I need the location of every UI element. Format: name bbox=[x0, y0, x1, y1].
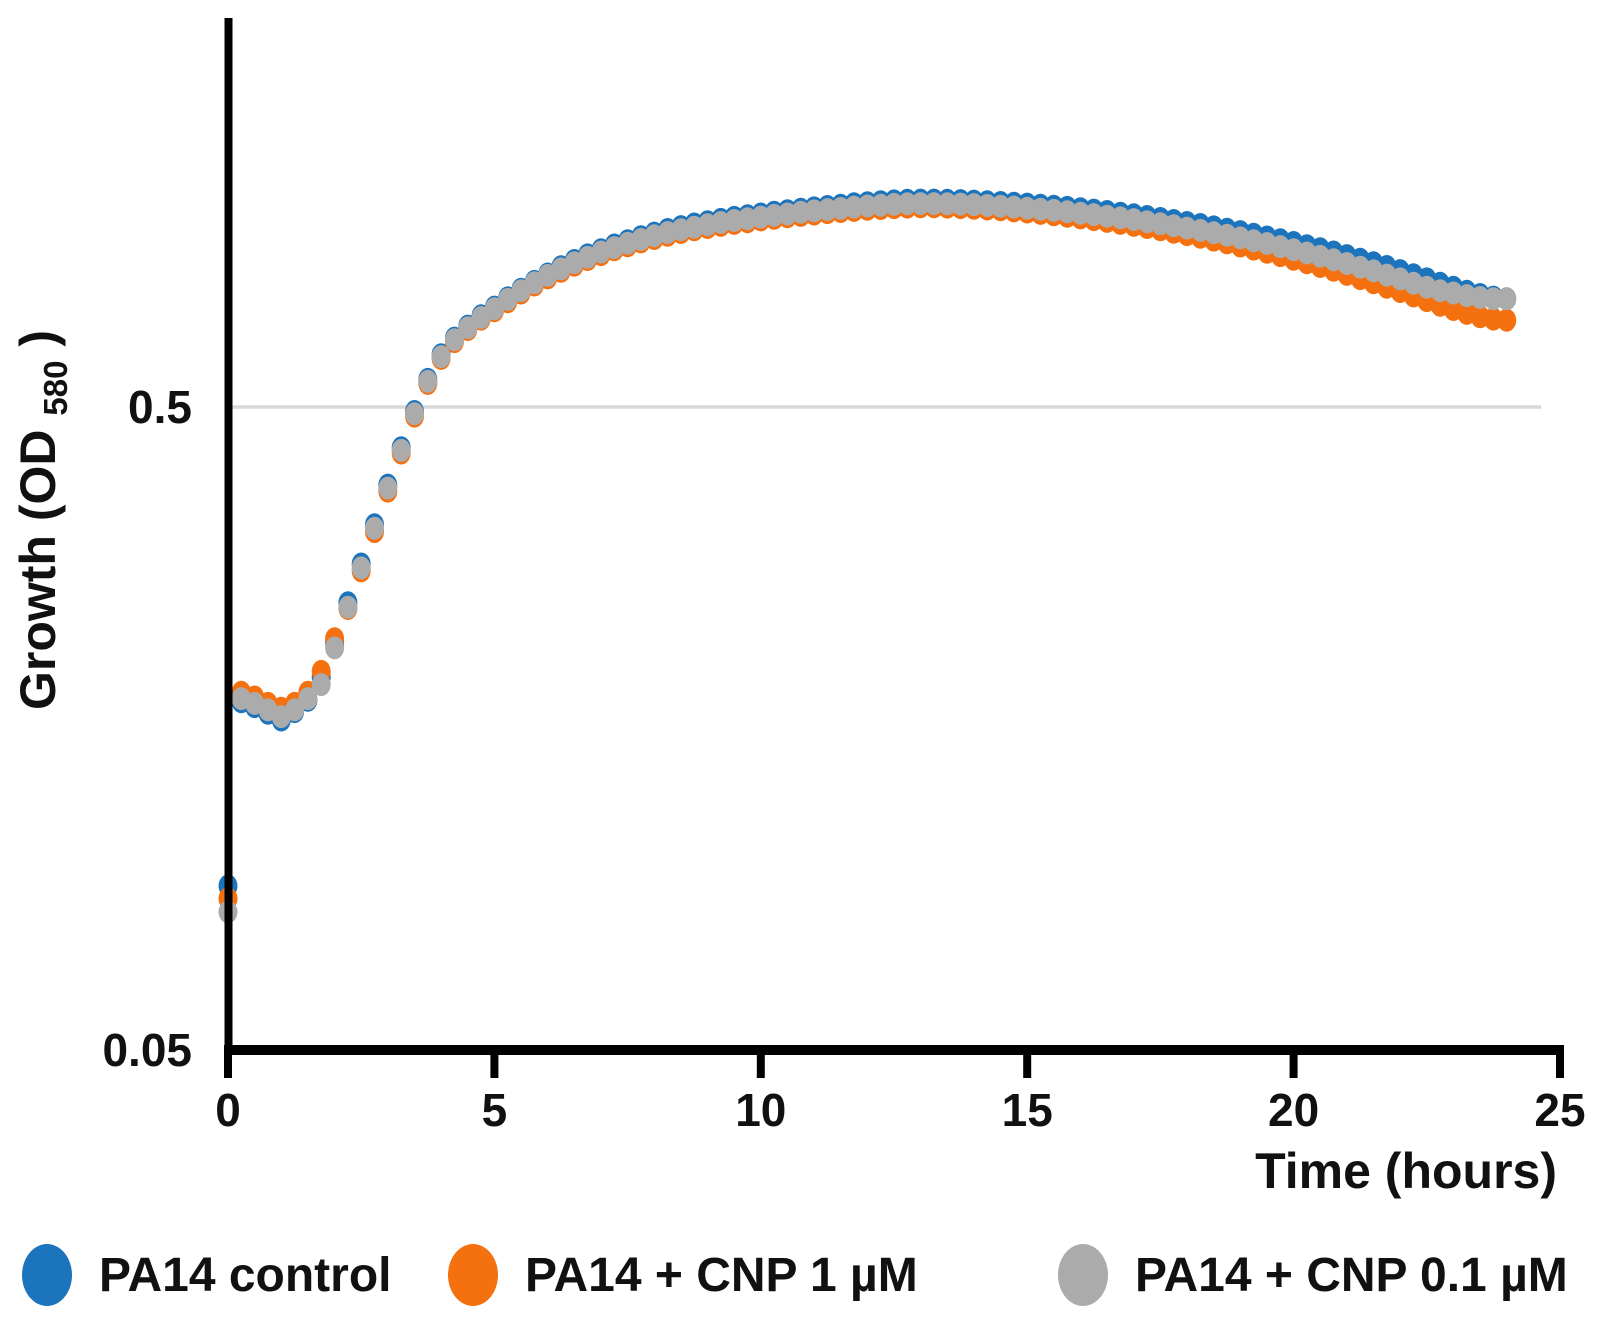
legend-marker-icon bbox=[1058, 1244, 1108, 1306]
data-point bbox=[298, 687, 318, 711]
data-point bbox=[924, 192, 944, 216]
data-point bbox=[405, 402, 424, 426]
data-point bbox=[365, 516, 384, 540]
y-axis-tick-labels: 0.5 0.05 bbox=[102, 381, 192, 1076]
y-tick-label: 0.05 bbox=[102, 1024, 192, 1076]
x-tick-label: 20 bbox=[1268, 1084, 1319, 1136]
data-point bbox=[1497, 287, 1517, 311]
y-axis-title-suffix: ) bbox=[10, 330, 66, 347]
data-point bbox=[951, 192, 971, 216]
series-2 bbox=[218, 192, 1517, 924]
y-tick-label: 0.5 bbox=[128, 381, 192, 433]
legend-marker-icon bbox=[22, 1244, 72, 1306]
legend-label: PA14 control bbox=[99, 1248, 392, 1302]
legend-label: PA14 + CNP 1 µM bbox=[525, 1248, 918, 1302]
x-axis-title: Time (hours) bbox=[1255, 1143, 1557, 1199]
legend-item-1: PA14 + CNP 1 µM bbox=[448, 1232, 918, 1318]
data-point bbox=[884, 192, 904, 216]
data-point bbox=[338, 595, 358, 619]
data-point bbox=[1497, 308, 1517, 332]
data-series-group bbox=[218, 188, 1517, 924]
series-0 bbox=[218, 188, 1517, 898]
data-point bbox=[378, 476, 398, 500]
x-axis-ticks: 0 5 10 15 20 25 bbox=[215, 1050, 1586, 1136]
legend-marker-icon bbox=[448, 1244, 498, 1306]
data-point bbox=[351, 556, 371, 580]
data-point bbox=[418, 369, 438, 393]
x-tick-label: 25 bbox=[1534, 1084, 1585, 1136]
data-point bbox=[1483, 287, 1503, 311]
y-axis-title-subscript: 580 bbox=[37, 361, 74, 416]
legend: PA14 control PA14 + CNP 1 µM PA14 + CNP 0.… bbox=[0, 1232, 1599, 1318]
data-point bbox=[431, 345, 451, 369]
y-axis-title: Growth (OD 580 ) bbox=[10, 330, 78, 710]
data-point bbox=[897, 192, 917, 216]
data-point bbox=[391, 438, 411, 462]
legend-item-0: PA14 control bbox=[22, 1232, 392, 1318]
x-tick-label: 15 bbox=[1002, 1084, 1053, 1136]
data-point bbox=[911, 192, 931, 216]
data-point bbox=[285, 698, 305, 722]
data-point bbox=[311, 673, 331, 697]
y-axis-title-main: Growth (OD bbox=[10, 430, 66, 711]
data-point bbox=[325, 636, 345, 660]
legend-label: PA14 + CNP 0.1 µM bbox=[1135, 1248, 1568, 1302]
x-tick-label: 0 bbox=[215, 1084, 241, 1136]
data-point bbox=[444, 328, 464, 352]
x-tick-label: 10 bbox=[735, 1084, 786, 1136]
x-tick-label: 5 bbox=[482, 1084, 508, 1136]
data-point bbox=[977, 194, 997, 217]
legend-item-2: PA14 + CNP 0.1 µM bbox=[1058, 1232, 1568, 1318]
series-1 bbox=[218, 195, 1517, 911]
data-point bbox=[937, 192, 957, 216]
